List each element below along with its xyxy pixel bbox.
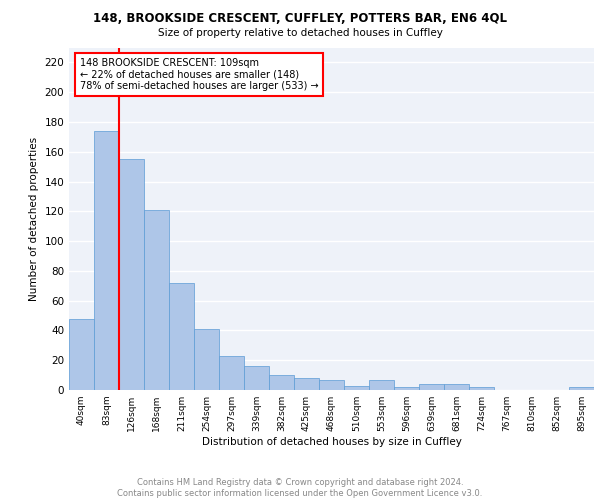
Y-axis label: Number of detached properties: Number of detached properties [29,136,39,301]
Bar [469,387,494,390]
Bar [344,386,369,390]
Text: 148, BROOKSIDE CRESCENT, CUFFLEY, POTTERS BAR, EN6 4QL: 148, BROOKSIDE CRESCENT, CUFFLEY, POTTER… [93,12,507,26]
Bar [319,380,344,390]
Bar [394,387,419,390]
Text: Size of property relative to detached houses in Cuffley: Size of property relative to detached ho… [158,28,442,38]
Bar [244,366,269,390]
Bar [219,356,244,390]
X-axis label: Distribution of detached houses by size in Cuffley: Distribution of detached houses by size … [202,437,461,447]
Bar [419,384,444,390]
Bar [169,283,194,390]
Bar [569,387,594,390]
Bar [444,384,469,390]
Bar [294,378,319,390]
Bar [119,159,144,390]
Bar [144,210,169,390]
Text: Contains HM Land Registry data © Crown copyright and database right 2024.
Contai: Contains HM Land Registry data © Crown c… [118,478,482,498]
Bar [369,380,394,390]
Bar [69,318,94,390]
Bar [194,329,219,390]
Bar [94,131,119,390]
Text: 148 BROOKSIDE CRESCENT: 109sqm
← 22% of detached houses are smaller (148)
78% of: 148 BROOKSIDE CRESCENT: 109sqm ← 22% of … [79,58,318,91]
Bar [269,375,294,390]
